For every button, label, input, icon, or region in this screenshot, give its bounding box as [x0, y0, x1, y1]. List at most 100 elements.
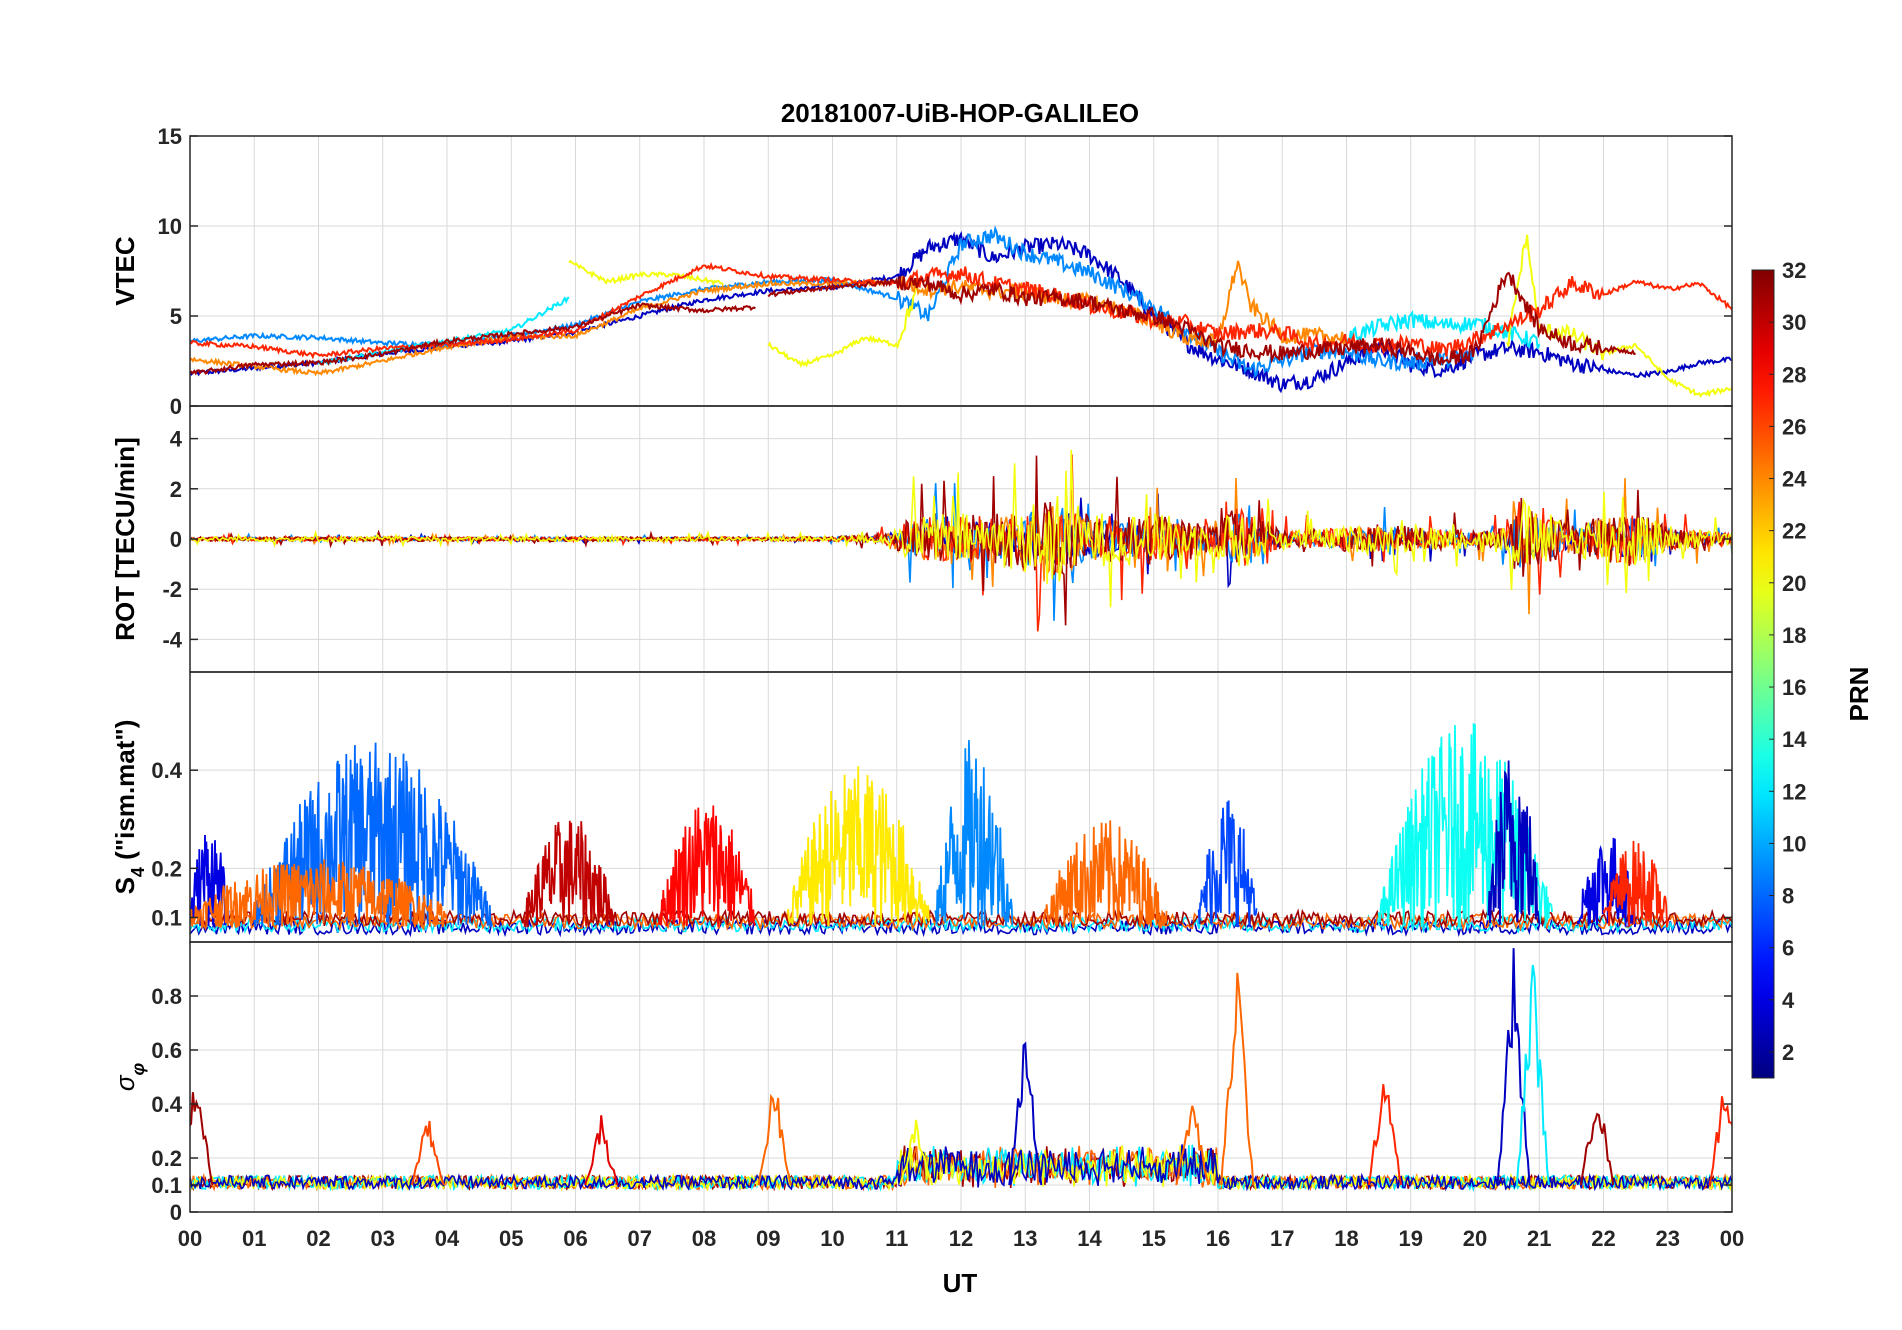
x-tick-label: 04 [435, 1226, 460, 1251]
data-rot [190, 449, 1732, 632]
x-tick-label: 09 [756, 1226, 780, 1251]
vtec-series-prn-20 [767, 286, 917, 368]
colorbar-tick-label: 18 [1782, 623, 1806, 648]
panel-vtec: 0 5 10 15 VTEC [110, 124, 1733, 419]
colorbar-tick-label: 8 [1782, 884, 1794, 909]
x-tick-label: 22 [1591, 1226, 1615, 1251]
y-tick-label: 0.6 [151, 1038, 182, 1063]
y-tick-label: 0 [170, 1200, 182, 1225]
colorbar-gradient [1751, 269, 1775, 1079]
x-tick-label: 23 [1656, 1226, 1680, 1251]
sigma-baseline-prn-3 [190, 1144, 1732, 1192]
y-tick-label: 0 [170, 394, 182, 419]
y-tick-label: 2 [170, 477, 182, 502]
s4-burst-prn-30 [523, 820, 615, 928]
y-tick-label: 0.2 [151, 856, 182, 881]
sigma-spike-prn-27 [1368, 1084, 1403, 1186]
sigma-spike-prn-26 [410, 1120, 445, 1186]
y-tick-label: 0.8 [151, 984, 182, 1009]
sigma-spike-prn-25 [1175, 1105, 1210, 1186]
sigma-spike-prn-31 [1580, 1112, 1615, 1186]
axes-frame-sigma [189, 941, 1733, 1213]
colorbar-tick-label: 6 [1782, 936, 1794, 961]
colorbar-tick-label: 2 [1782, 1040, 1794, 1065]
s4-baseline-prn-12 [190, 914, 1732, 935]
y-tick-label: 0 [170, 527, 182, 552]
colorbar-tick-label: 20 [1782, 571, 1806, 596]
sigma-spike-prn-12 [1515, 964, 1550, 1186]
x-tick-label: 18 [1334, 1226, 1358, 1251]
x-tick-label: 12 [949, 1226, 973, 1251]
y-tick-label: 4 [170, 427, 183, 452]
colorbar-tick-label: 26 [1782, 414, 1806, 439]
y-tick-label: 0.2 [151, 1146, 182, 1171]
x-axis-label: UT [943, 1268, 978, 1298]
colorbar-tick-label: 32 [1782, 258, 1806, 283]
y-axis-label-vtec: VTEC [110, 236, 140, 306]
sigma-spike-prn-29 [584, 1115, 619, 1186]
x-tick-label: 05 [499, 1226, 523, 1251]
s4-burst-prn-9 [934, 740, 1014, 928]
y-tick-label: 0.4 [151, 1092, 182, 1117]
y-tick-label: 0.4 [151, 758, 182, 783]
x-tick-label: 17 [1270, 1226, 1294, 1251]
x-tick-label: 13 [1013, 1226, 1037, 1251]
panel-rot: -4 -2 0 2 4 ROT [TECU/min] [110, 405, 1733, 673]
x-tick-label: 14 [1077, 1226, 1102, 1251]
y-axis-label-sigma: σφ [110, 1062, 148, 1091]
s4-burst-prn-4 [1576, 837, 1637, 928]
x-tick-label: 06 [563, 1226, 587, 1251]
sigma-spike-prn-25 [1220, 972, 1255, 1186]
y-tick-label: 0.1 [151, 1173, 182, 1198]
s4-burst-prn-21 [786, 766, 930, 927]
x-tick-label: 11 [885, 1226, 908, 1251]
colorbar-tick-label: 30 [1782, 310, 1806, 335]
x-tick-label: 02 [306, 1226, 330, 1251]
colorbar-tick-label: 10 [1782, 831, 1806, 856]
x-tick-label: 16 [1206, 1226, 1230, 1251]
x-tick-label: 21 [1527, 1226, 1551, 1251]
sigma-spike-prn-27 [1708, 1096, 1732, 1186]
colorbar-tick-label: 14 [1782, 727, 1807, 752]
vtec-series-prn-27 [190, 261, 1732, 360]
colorbar-tick-label: 22 [1782, 519, 1806, 544]
s4-burst-prn-3 [1487, 760, 1541, 925]
s4-burst-prn-7 [1197, 800, 1258, 928]
y-tick-label: 10 [158, 214, 182, 239]
vtec-series-prn-31 [767, 271, 1636, 366]
x-tick-label: 01 [242, 1226, 266, 1251]
x-tick-label: 03 [371, 1226, 395, 1251]
data-vtec [190, 225, 1732, 398]
s4-burst-prn-25 [1043, 820, 1168, 930]
s4-burst-prn-25 [190, 859, 448, 930]
panel-sigma: 00.10.2 0.4 0.6 0.8 σφ [110, 941, 1733, 1225]
s4-burst-prn-27 [1602, 840, 1669, 928]
colorbar-tick-label: 12 [1782, 779, 1806, 804]
chart-title: 20181007-UiB-HOP-GALILEO [781, 98, 1139, 128]
x-tick-label: 20 [1463, 1226, 1487, 1251]
colorbar-label: PRN [1844, 667, 1874, 722]
x-tick-label: 15 [1142, 1226, 1166, 1251]
sigma-spike-prn-31 [190, 1092, 214, 1186]
colorbar-tick-label: 16 [1782, 675, 1806, 700]
vtec-series-prn-20 [568, 259, 724, 286]
x-tick-label: 19 [1399, 1226, 1423, 1251]
sigma-baseline-prn-20 [190, 1145, 1732, 1192]
x-axis: 00 01 02 03 04 05 06 07 08 09 10 11 12 13 14 15 16 17 18 19… [178, 1226, 1744, 1251]
y-tick-label: -2 [162, 577, 182, 602]
x-tick-label: 07 [628, 1226, 652, 1251]
sigma-spike-prn-20 [899, 1119, 934, 1186]
vtec-series-prn-31 [190, 302, 756, 376]
x-tick-label: 00 [1720, 1226, 1744, 1251]
y-axis-label-rot: ROT [TECU/min] [110, 437, 140, 641]
rot-series-prn-20 [191, 449, 1732, 608]
sigma-spike-prn-25 [757, 1093, 792, 1186]
rot-series-prn-31 [191, 455, 1732, 626]
s4-burst-prn-28 [658, 805, 756, 927]
panel-s4: 0.1 0.2 0.4S4 ("ism.mat") [110, 671, 1733, 943]
colorbar-tick-label: 24 [1782, 467, 1807, 492]
x-tick-label: 08 [692, 1226, 716, 1251]
